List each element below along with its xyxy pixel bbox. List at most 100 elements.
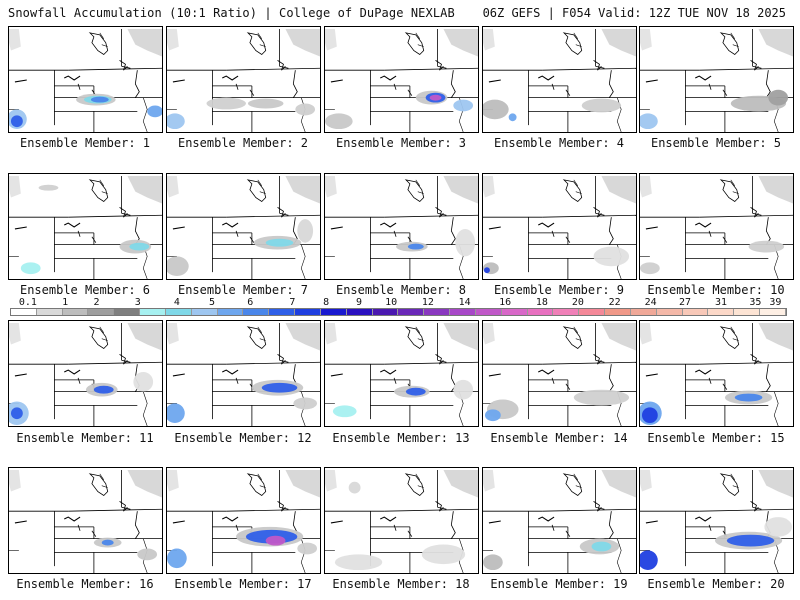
colorbar-label: 31 — [714, 297, 728, 308]
snowfall-map — [483, 321, 636, 426]
colorbar-label: 14 — [458, 297, 471, 308]
snowfall-area — [38, 184, 59, 191]
panel-caption-19: Ensemble Member: 19 — [490, 577, 628, 591]
snowfall-area — [167, 403, 185, 424]
panel-caption-5: Ensemble Member: 5 — [650, 136, 782, 150]
colorbar-label: 7 — [289, 297, 296, 308]
colorbar-label: 4 — [173, 297, 180, 308]
snowfall-map — [325, 27, 478, 132]
colorbar-swatch — [62, 309, 89, 315]
colorbar-swatch — [295, 309, 321, 315]
ensemble-panel-19 — [482, 467, 637, 574]
ensemble-panel-7 — [166, 173, 321, 280]
snowfall-area — [581, 98, 622, 113]
snowfall-area — [167, 113, 185, 130]
colorbar-swatch — [708, 309, 735, 315]
panel-caption-18: Ensemble Member: 18 — [332, 577, 470, 591]
colorbar-swatch — [11, 309, 37, 315]
ensemble-panel-10 — [639, 173, 794, 280]
snowfall-area — [332, 405, 357, 418]
snowfall-area — [421, 544, 466, 565]
snowfall-area — [348, 481, 361, 494]
ensemble-panel-20 — [639, 467, 794, 574]
colorbar-swatch — [579, 309, 606, 315]
snowfall-area — [483, 267, 490, 274]
panel-caption-17: Ensemble Member: 17 — [174, 577, 312, 591]
panel-caption-15: Ensemble Member: 15 — [647, 431, 785, 445]
colorbar-swatch — [398, 309, 425, 315]
colorbar-label: 24 — [644, 297, 657, 308]
snowfall-map — [167, 174, 320, 279]
colorbar-label: 6 — [247, 297, 254, 308]
panel-caption-3: Ensemble Member: 3 — [335, 136, 467, 150]
ensemble-panel-2 — [166, 26, 321, 133]
colorbar-swatch — [165, 309, 192, 315]
snowfall-area — [748, 240, 785, 253]
ensemble-panel-1 — [8, 26, 163, 133]
colorbar-swatch — [734, 309, 761, 315]
panel-caption-4: Ensemble Member: 4 — [493, 136, 625, 150]
snowfall-area — [265, 535, 286, 546]
colorbar-label: 10 — [385, 297, 398, 308]
colorbar-swatch — [656, 309, 683, 315]
colorbar-label: 3 — [134, 297, 141, 308]
snowfall-area — [297, 219, 314, 243]
snowfall-area — [265, 238, 294, 247]
snowfall-map — [325, 321, 478, 426]
colorbar-swatch — [372, 309, 399, 315]
snowfall-map — [9, 174, 162, 279]
snowfall-area — [764, 517, 793, 537]
colorbar-label: 5 — [209, 297, 216, 308]
panel-caption-13: Ensemble Member: 13 — [332, 431, 470, 445]
snowfall-area — [295, 103, 316, 116]
colorbar-swatch — [114, 309, 141, 315]
panel-caption-9: Ensemble Member: 9 — [493, 283, 625, 297]
colorbar-swatch — [424, 309, 451, 315]
colorbar-label: 18 — [535, 297, 548, 308]
snowfall-area — [407, 243, 424, 250]
ensemble-panel-17 — [166, 467, 321, 574]
colorbar-label: 35 — [749, 297, 762, 308]
colorbar-swatch — [475, 309, 502, 315]
panel-caption-8: Ensemble Member: 8 — [335, 283, 467, 297]
ensemble-panel-14 — [482, 320, 637, 427]
colorbar-label: 2 — [93, 297, 100, 308]
snowfall-area — [206, 97, 246, 110]
colorbar-swatch — [630, 309, 657, 315]
snowfall-map — [9, 468, 162, 573]
snowfall-map — [483, 27, 636, 132]
colorbar-swatch — [320, 309, 347, 315]
ensemble-panel-8 — [324, 173, 479, 280]
colorbar-swatch — [553, 309, 580, 315]
snowfall-map — [640, 468, 793, 573]
ensemble-panel-12 — [166, 320, 321, 427]
snowfall-map — [640, 321, 793, 426]
snowfall-area — [453, 379, 474, 400]
ensemble-panel-4 — [482, 26, 637, 133]
ensemble-panel-6 — [8, 173, 163, 280]
panel-caption-7: Ensemble Member: 7 — [177, 283, 309, 297]
snowfall-map — [167, 321, 320, 426]
snowfall-area — [133, 372, 154, 392]
ensemble-panel-5 — [639, 26, 794, 133]
colorbar-label: 1 — [62, 297, 69, 308]
panel-caption-10: Ensemble Member: 10 — [647, 283, 785, 297]
snowfall-area — [640, 262, 660, 275]
ensemble-panel-16 — [8, 467, 163, 574]
snowfall-area — [93, 385, 114, 394]
colorbar-swatch — [269, 309, 296, 315]
run-info: 06Z GEFS | F054 Valid: 12Z TUE NOV 18 20… — [482, 6, 786, 20]
snowfall-area — [483, 554, 503, 571]
ensemble-panel-15 — [639, 320, 794, 427]
panel-caption-11: Ensemble Member: 11 — [16, 431, 154, 445]
snowfall-map — [640, 174, 793, 279]
snowfall-area — [734, 393, 763, 402]
colorbar-swatch — [140, 309, 166, 315]
snowfall-area — [640, 550, 658, 571]
snowfall-area — [768, 89, 789, 106]
colorbar-swatch — [527, 309, 554, 315]
snowfall-area — [508, 113, 517, 122]
snowfall-area — [129, 242, 150, 251]
colorbar-label: 12 — [421, 297, 434, 308]
snowfall-map — [9, 27, 162, 132]
